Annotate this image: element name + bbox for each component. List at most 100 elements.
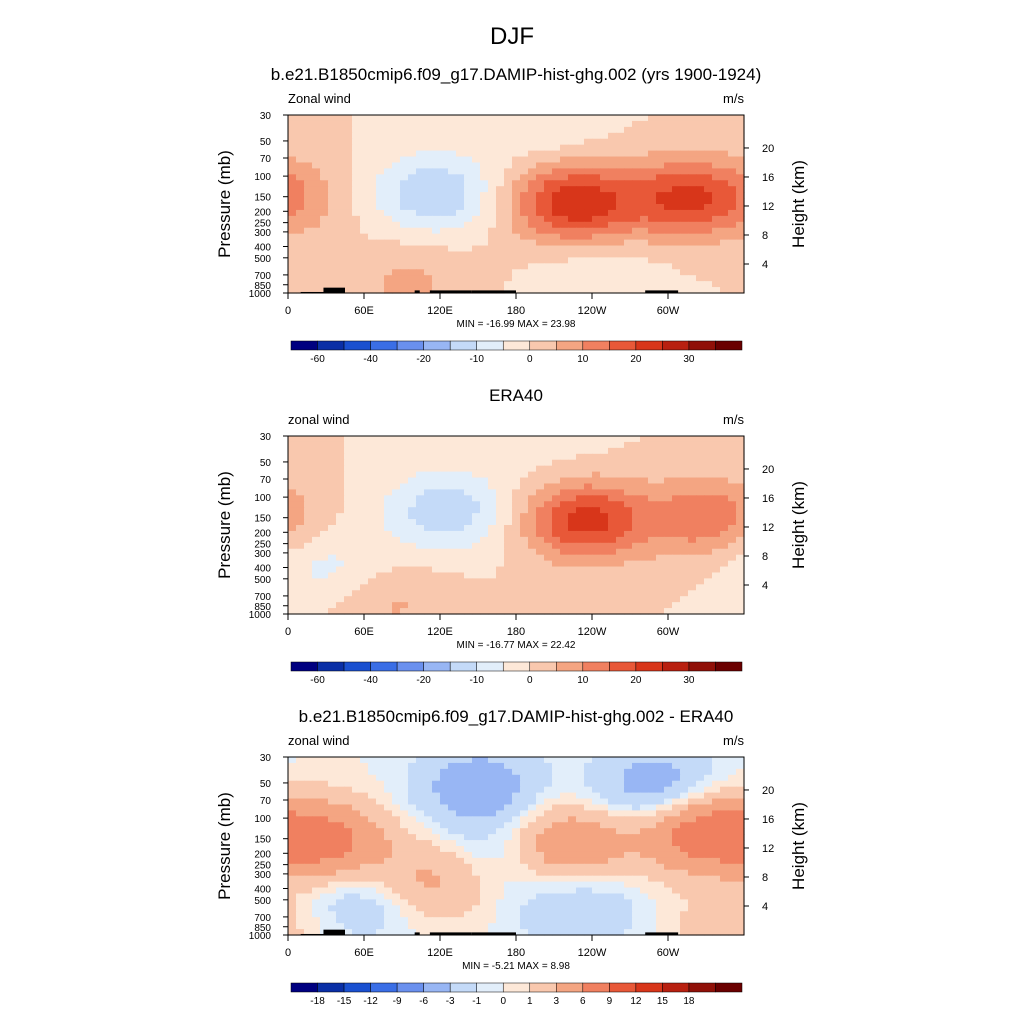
field-cell: [656, 281, 665, 288]
field-cell: [456, 851, 465, 859]
field-cell: [592, 590, 601, 597]
field-cell: [328, 846, 337, 853]
field-cell: [560, 275, 569, 282]
field-cell: [432, 840, 441, 847]
field-cell: [456, 840, 465, 847]
field-cell: [592, 834, 601, 841]
field-cell: [320, 780, 329, 788]
field-cell: [640, 209, 649, 217]
field-cell: [552, 536, 561, 544]
field-cell: [304, 828, 313, 835]
field-cell: [664, 489, 673, 496]
field-cell: [624, 275, 633, 282]
field-cell: [736, 115, 745, 122]
field-cell: [432, 554, 441, 562]
field-cell: [528, 851, 537, 859]
field-cell: [608, 192, 617, 199]
field-cell: [664, 269, 673, 276]
field-cell: [624, 459, 633, 467]
field-cell: [624, 798, 633, 806]
field-cell: [568, 584, 577, 591]
field-cell: [584, 501, 593, 508]
field-cell: [664, 881, 673, 889]
field-cell: [400, 156, 409, 164]
field-cell: [328, 221, 337, 229]
field-cell: [400, 459, 409, 467]
field-cell: [728, 513, 737, 520]
field-cell: [712, 436, 721, 443]
field-cell: [648, 590, 657, 597]
field-cell: [720, 441, 729, 449]
field-cell: [680, 233, 689, 241]
field-cell: [424, 804, 433, 811]
field-cell: [296, 816, 305, 823]
field-cell: [576, 513, 585, 520]
field-cell: [528, 204, 537, 211]
field-cell: [360, 150, 369, 158]
field-cell: [384, 792, 393, 800]
field-cell: [312, 513, 321, 520]
field-cell: [392, 566, 401, 574]
field-cell: [544, 180, 553, 187]
field-cell: [648, 572, 657, 579]
field-cell: [704, 863, 713, 871]
field-cell: [472, 162, 481, 169]
field-cell: [296, 269, 305, 276]
field-cell: [520, 566, 529, 574]
field-cell: [560, 227, 569, 235]
field-cell: [360, 608, 369, 615]
field-cell: [528, 138, 537, 146]
field-cell: [400, 798, 409, 806]
field-cell: [376, 525, 385, 532]
field-cell: [456, 513, 465, 520]
field-cell: [288, 857, 297, 865]
field-cell: [416, 560, 425, 568]
field-cell: [512, 257, 521, 264]
field-cell: [696, 115, 705, 122]
field-cell: [608, 525, 617, 532]
field-cell: [680, 132, 689, 140]
field-cell: [344, 792, 353, 800]
field-cell: [688, 786, 697, 794]
field-cell: [672, 459, 681, 467]
field-cell: [728, 221, 737, 229]
field-cell: [472, 608, 481, 615]
field-cell: [368, 816, 377, 823]
field-cell: [496, 869, 505, 877]
field-cell: [368, 548, 377, 556]
field-cell: [616, 115, 625, 122]
field-cell: [472, 893, 481, 900]
field-cell: [536, 209, 545, 217]
field-cell: [632, 287, 641, 294]
field-cell: [536, 186, 545, 193]
field-cell: [624, 519, 633, 526]
field-cell: [720, 816, 729, 823]
field-cell: [416, 115, 425, 122]
field-cell: [552, 489, 561, 496]
field-cell: [656, 780, 665, 788]
field-cell: [408, 566, 417, 574]
field-cell: [288, 245, 297, 253]
field-cell: [376, 780, 385, 788]
field-cell: [560, 572, 569, 579]
field-cell: [472, 441, 481, 449]
field-cell: [424, 857, 433, 865]
field-cell: [592, 209, 601, 217]
field-cell: [736, 513, 745, 520]
field-cell: [384, 816, 393, 823]
field-cell: [736, 180, 745, 187]
field-cell: [536, 780, 545, 788]
field-cell: [632, 786, 641, 794]
field-cell: [712, 554, 721, 562]
field-cell: [464, 245, 473, 253]
field-cell: [592, 846, 601, 853]
field-cell: [648, 471, 657, 479]
field-cell: [616, 536, 625, 544]
field-cell: [368, 453, 377, 461]
field-cell: [480, 584, 489, 591]
field-cell: [552, 757, 561, 764]
field-cell: [600, 120, 609, 128]
field-cell: [520, 828, 529, 835]
field-cell: [400, 192, 409, 199]
field-cell: [336, 245, 345, 253]
